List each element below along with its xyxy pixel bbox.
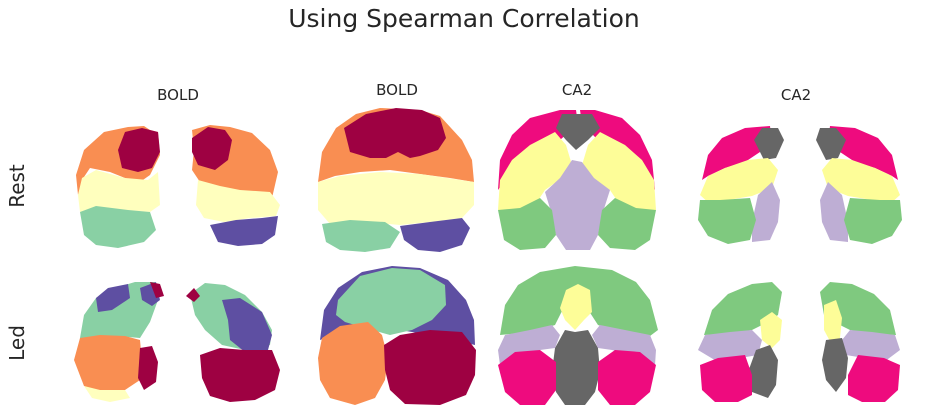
region xyxy=(96,284,130,312)
region xyxy=(498,132,572,212)
region xyxy=(552,330,600,405)
column-label-4: CA2 xyxy=(780,86,812,104)
panel-rest-bold-whole xyxy=(318,108,474,252)
panel-rest-ca2-split xyxy=(698,126,902,244)
region xyxy=(598,350,656,405)
region xyxy=(196,180,280,222)
region xyxy=(336,268,446,335)
region xyxy=(138,346,158,390)
region xyxy=(80,282,158,338)
region xyxy=(760,312,782,348)
region xyxy=(822,158,900,204)
region xyxy=(498,350,556,405)
region xyxy=(400,218,470,252)
region xyxy=(842,330,900,362)
panel-led-bold-split xyxy=(74,282,280,402)
region xyxy=(844,198,902,244)
region xyxy=(344,108,446,158)
region xyxy=(192,127,232,170)
region xyxy=(816,128,846,160)
region xyxy=(698,330,762,362)
figure-title: Using Spearman Correlation xyxy=(288,4,640,33)
region xyxy=(186,288,200,302)
region xyxy=(820,182,848,242)
region xyxy=(545,160,610,250)
region xyxy=(752,182,780,242)
region xyxy=(598,198,656,250)
region xyxy=(848,355,900,402)
region xyxy=(118,128,160,172)
panel-led-ca2-whole xyxy=(498,266,658,405)
region xyxy=(560,284,592,330)
region xyxy=(698,198,756,244)
region xyxy=(384,330,476,405)
region xyxy=(74,335,142,392)
region xyxy=(200,348,280,402)
region xyxy=(318,172,474,225)
region xyxy=(150,282,164,298)
region xyxy=(824,300,842,345)
region xyxy=(748,345,778,398)
panel-led-ca2-split xyxy=(698,282,900,402)
region xyxy=(210,216,278,246)
region xyxy=(822,338,848,392)
region xyxy=(318,322,388,405)
region xyxy=(556,114,600,150)
region xyxy=(582,132,656,212)
panel-rest-ca2-whole xyxy=(498,110,656,250)
region xyxy=(222,298,272,352)
region xyxy=(80,206,156,248)
panel-led-bold-whole xyxy=(318,266,476,405)
region xyxy=(322,220,400,252)
column-label-3: CA2 xyxy=(561,81,593,99)
region xyxy=(700,355,752,402)
region xyxy=(498,198,556,250)
region xyxy=(78,170,160,212)
column-label-1: BOLD xyxy=(157,86,199,104)
panel-rest-bold-split xyxy=(76,125,280,248)
column-label-2: BOLD xyxy=(376,81,418,99)
region xyxy=(754,128,784,160)
region xyxy=(84,386,130,402)
region xyxy=(700,158,778,204)
